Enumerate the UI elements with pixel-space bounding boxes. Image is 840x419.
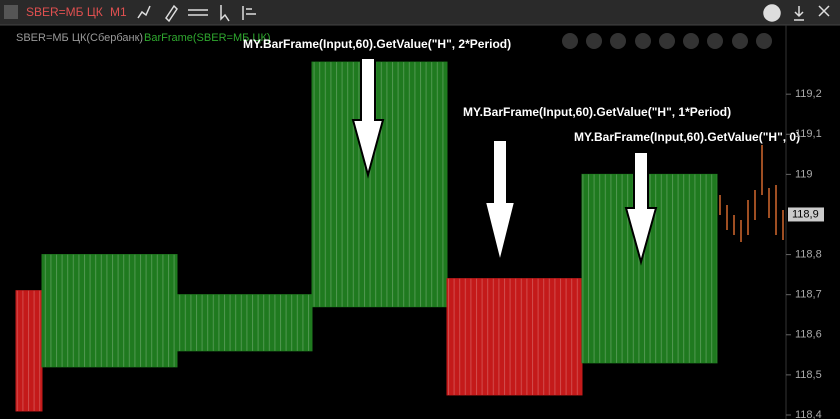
annotation: MY.BarFrame(Input,60).GetValue("H", 2*Pe…	[243, 37, 511, 51]
live-candles	[719, 145, 784, 242]
y-tick-label: 118,4	[795, 409, 822, 419]
y-tick-label: 119,2	[795, 88, 822, 100]
y-tick-label: 118,6	[795, 329, 822, 341]
last-price-label: 118,9	[792, 208, 819, 220]
bar-frame-stripes	[177, 294, 312, 351]
bar-frame-stripes	[312, 62, 447, 307]
y-tick-label: 118,5	[795, 369, 822, 381]
annotation: MY.BarFrame(Input,60).GetValue("H", 0)	[574, 130, 800, 144]
menu-icon[interactable]	[4, 5, 18, 19]
bar-frame-stripes	[582, 174, 717, 363]
last-price-box	[788, 207, 824, 222]
navigation-buttons[interactable]	[562, 33, 772, 49]
legend-indicator: BarFrame(SBER=МБ ЦК)	[144, 32, 271, 44]
annotation: MY.BarFrame(Input,60).GetValue("H", 1*Pe…	[463, 105, 731, 119]
toolbar	[0, 0, 840, 25]
y-tick-label: 119,1	[795, 128, 822, 140]
timeframe[interactable]: M1	[110, 5, 127, 19]
y-tick-label: 118,8	[795, 248, 822, 260]
bar-frame-stripes	[447, 278, 582, 395]
symbol[interactable]: SBER=МБ ЦК	[26, 5, 103, 19]
arrows	[351, 57, 658, 266]
bar-frame-stripes	[42, 254, 177, 367]
bar-frame-stripes	[16, 290, 42, 411]
toolbar-tools[interactable]	[137, 4, 830, 23]
legend-instrument: SBER=МБ ЦК(Сбербанк)	[16, 32, 143, 44]
y-tick-label: 118,7	[795, 289, 822, 301]
y-tick-label: 119	[795, 168, 813, 180]
